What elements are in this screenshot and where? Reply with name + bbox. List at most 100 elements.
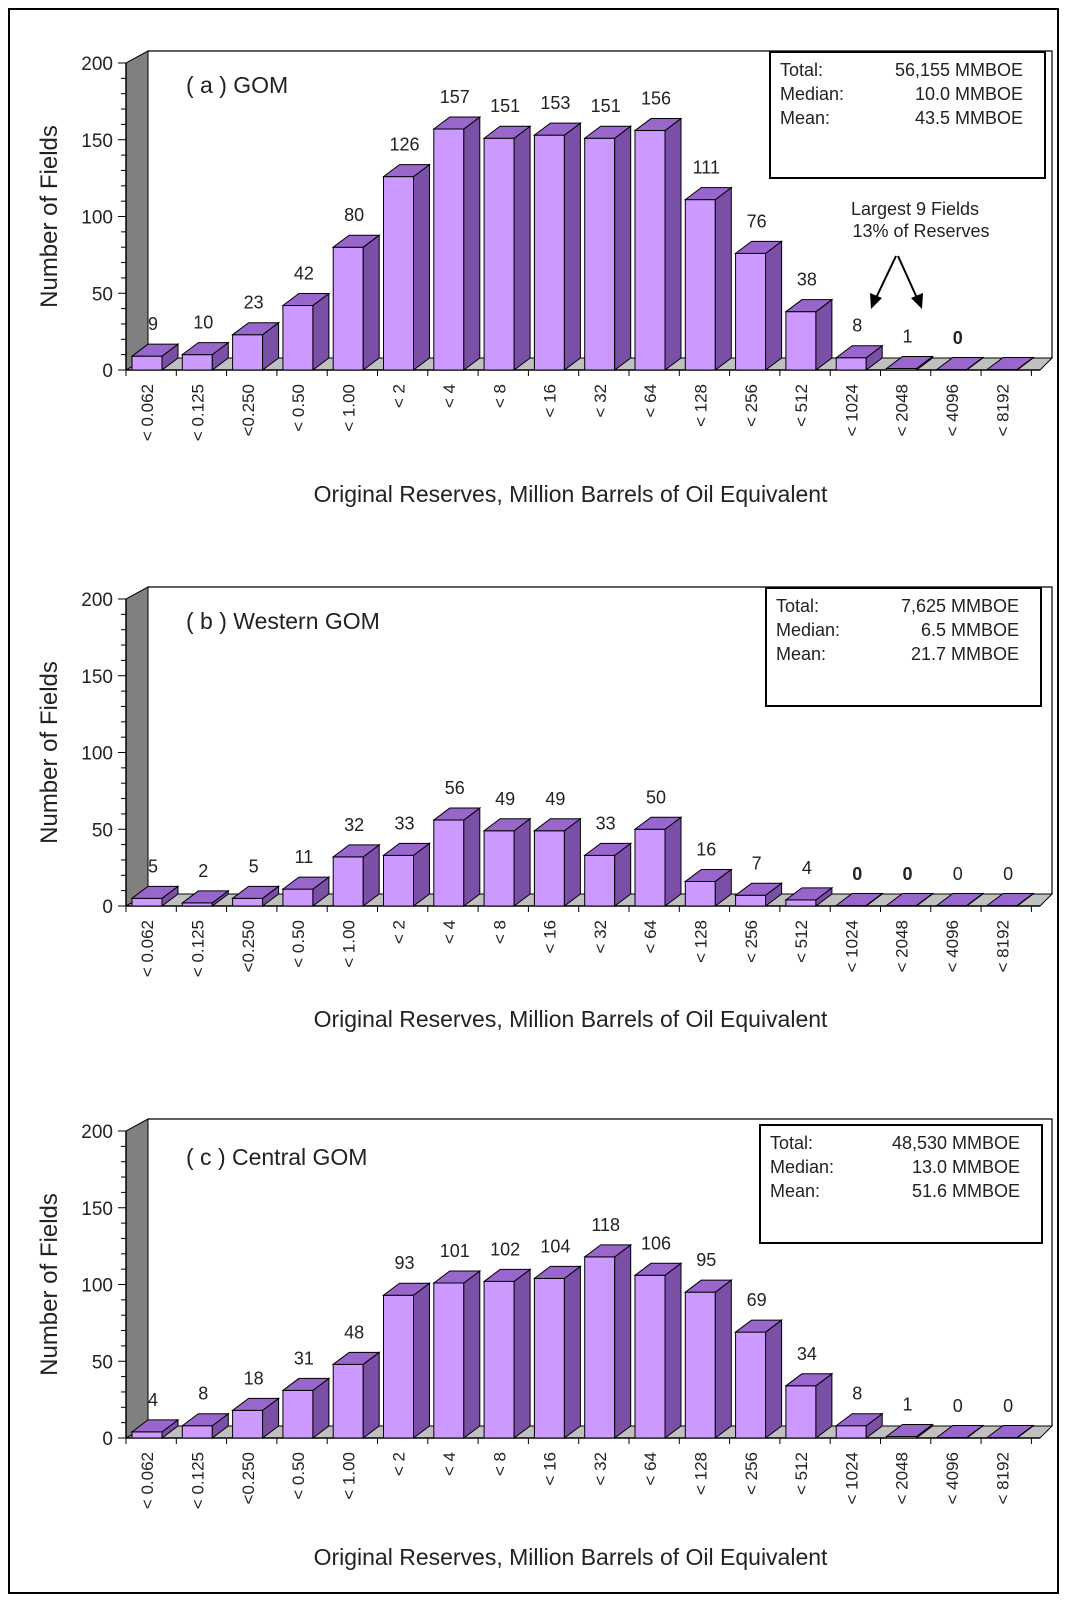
x-tick-label: < 512 (792, 1452, 811, 1495)
chart-left-wall (125, 1118, 149, 1439)
bar-side (614, 125, 632, 371)
bar (835, 357, 867, 371)
annotation-arrow (897, 255, 918, 299)
x-tick-label: < 1.00 (339, 384, 358, 432)
y-tick-label: 50 (92, 820, 113, 841)
bar-top (130, 1419, 180, 1433)
bar-top (583, 842, 633, 856)
bar-top (633, 816, 683, 830)
bar (584, 1256, 616, 1439)
bar-value-label: 5 (148, 856, 158, 876)
stats-label: Median: (780, 84, 844, 104)
stats-value: 43.5 MMBOE (915, 108, 1023, 128)
stats-box (759, 1124, 1043, 1244)
bar-value-label: 33 (596, 813, 616, 833)
bar-top (382, 842, 431, 856)
bar-top (834, 893, 884, 906)
x-tick-label: < 1024 (842, 384, 861, 436)
bar (785, 899, 817, 907)
bar-value-label: 101 (440, 1241, 470, 1261)
x-tick-label: < 1.00 (339, 920, 358, 968)
chart-back-frame (148, 50, 1053, 358)
x-tick-label: < 2048 (893, 920, 912, 972)
stats-box (769, 51, 1046, 179)
bar-side (513, 125, 531, 371)
stats-label: Total: (776, 596, 819, 616)
annotation-arrowhead (911, 293, 923, 309)
y-axis-title: Number of Fields (36, 1193, 63, 1376)
x-tick-label: < 0.50 (289, 1452, 308, 1500)
bar-value-label: 33 (394, 813, 414, 833)
bar-top (935, 357, 985, 370)
x-tick-label: < 4 (440, 384, 459, 408)
bar (785, 311, 817, 371)
y-tick-label: 150 (81, 1199, 113, 1220)
bar-top (935, 893, 985, 906)
bar-value-label: 49 (545, 789, 565, 809)
bar-side (664, 816, 682, 907)
bar-top (231, 885, 281, 899)
chart-left-wall (125, 586, 149, 907)
x-tick-label: < 16 (541, 1452, 560, 1486)
bar (584, 854, 616, 907)
bar-top (130, 885, 180, 899)
x-tick-label: < 0.50 (289, 920, 308, 968)
bar (181, 354, 213, 371)
bar-top (985, 357, 1035, 370)
bar-side (513, 1268, 531, 1439)
y-tick-label: 0 (102, 361, 113, 382)
bar (483, 830, 515, 907)
bar-top (281, 1377, 331, 1391)
x-tick-label: < 64 (641, 384, 660, 418)
x-tick-label: < 0.125 (188, 1452, 207, 1509)
bar (483, 137, 515, 371)
bar-top (180, 1413, 230, 1427)
bar-side (765, 240, 783, 371)
stats-label: Mean: (776, 644, 826, 664)
bar-value-label: 151 (591, 96, 621, 116)
bar-value-label: 1 (902, 326, 912, 346)
stats-value: 13.0 MMBOE (912, 1157, 1020, 1177)
chart-back-frame (148, 586, 1053, 894)
x-tick-label: < 256 (742, 920, 761, 963)
annotation-arrow (875, 255, 897, 299)
bar-value-label: 156 (641, 89, 671, 109)
bar (232, 334, 264, 371)
bar-top (432, 807, 482, 821)
bar-side (463, 1269, 481, 1439)
bar-side (362, 1351, 380, 1439)
bar-side (563, 1265, 581, 1439)
x-tick-label: < 2 (390, 1452, 409, 1476)
bar (232, 1409, 264, 1439)
bar-top (885, 893, 934, 906)
x-tick-label: <0.250 (239, 1452, 258, 1504)
bar-side (664, 1262, 682, 1439)
x-tick-label: < 32 (591, 920, 610, 954)
bar (282, 888, 314, 907)
bar-value-label: 93 (394, 1253, 414, 1273)
bar-top (683, 187, 733, 201)
x-tick-label: <0.250 (239, 384, 258, 436)
bar-value-label: 10 (193, 313, 213, 333)
bar-top (281, 293, 331, 307)
x-tick-label: < 128 (691, 1452, 710, 1495)
bar-value-label: 4 (802, 858, 812, 878)
y-tick-label: 200 (81, 54, 113, 75)
bar-top (885, 355, 934, 369)
bar-side (362, 234, 380, 371)
bar-top (432, 116, 482, 130)
bar-value-label: 0 (953, 864, 963, 884)
bar (232, 897, 264, 907)
bar (433, 1282, 465, 1439)
bar (383, 1294, 414, 1439)
bar-top (885, 1423, 934, 1437)
bar (533, 1277, 565, 1439)
bar-value-label: 2 (198, 861, 208, 881)
bar-value-label: 151 (490, 96, 520, 116)
bar-value-label: 48 (344, 1322, 364, 1342)
stats-value: 6.5 MMBOE (921, 620, 1019, 640)
x-tick-label: < 2 (390, 384, 409, 408)
bar (835, 1425, 867, 1439)
y-tick-label: 100 (81, 208, 113, 229)
